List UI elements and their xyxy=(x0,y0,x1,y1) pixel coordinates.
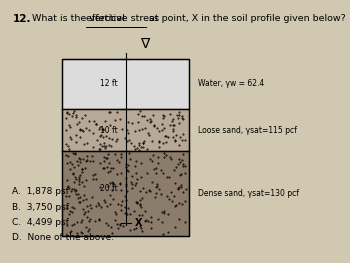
Text: ∇: ∇ xyxy=(140,37,150,51)
Text: X: X xyxy=(134,218,142,227)
Text: C.  4,499 psf: C. 4,499 psf xyxy=(13,218,69,227)
Text: at point, X in the soil profile given below?: at point, X in the soil profile given be… xyxy=(146,14,346,23)
Text: 20 ft: 20 ft xyxy=(100,184,118,193)
Text: D.  None of the above.: D. None of the above. xyxy=(13,233,114,242)
Text: A.  1,878 psf: A. 1,878 psf xyxy=(13,188,69,196)
Text: Dense sand, γsat=130 pcf: Dense sand, γsat=130 pcf xyxy=(197,189,299,198)
Text: effective stress: effective stress xyxy=(86,14,159,23)
Text: 10 ft: 10 ft xyxy=(100,126,118,135)
Text: Water, γw = 62.4: Water, γw = 62.4 xyxy=(197,79,264,88)
Text: What is the vertical: What is the vertical xyxy=(32,14,128,23)
Text: B.  3,750 psf: B. 3,750 psf xyxy=(13,203,69,211)
Text: 12 ft: 12 ft xyxy=(100,79,118,88)
Text: 12.: 12. xyxy=(13,14,31,24)
Text: Loose sand, γsat=115 pcf: Loose sand, γsat=115 pcf xyxy=(197,126,296,135)
